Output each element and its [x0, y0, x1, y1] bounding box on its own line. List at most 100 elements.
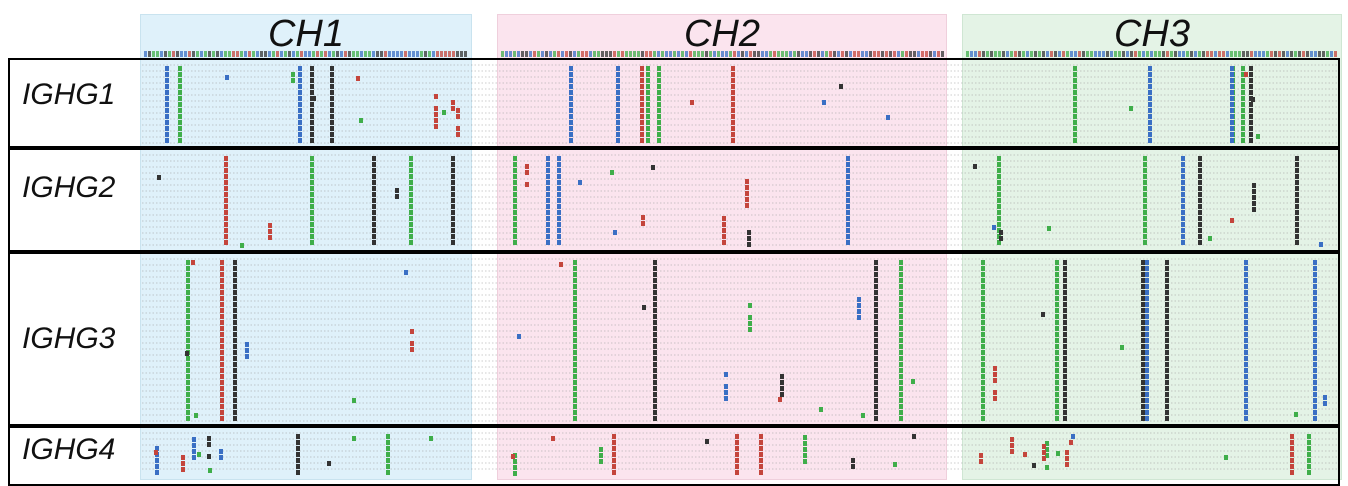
reference-base	[372, 51, 375, 57]
reference-base	[565, 51, 568, 57]
variant-cell	[573, 410, 577, 415]
reference-base	[909, 51, 912, 57]
variant-cell	[1249, 66, 1253, 71]
variant-cell	[1047, 226, 1051, 231]
variant-cell	[157, 175, 161, 180]
reference-base	[1202, 51, 1205, 57]
variant-cell	[899, 272, 903, 277]
variant-cell	[569, 102, 573, 107]
variant-cell	[981, 386, 985, 391]
variant-cell	[616, 96, 620, 101]
variant-cell	[1055, 350, 1059, 355]
reference-base	[364, 51, 367, 57]
variant-cell	[657, 120, 661, 125]
reference-base	[380, 51, 383, 57]
variant-cell	[525, 170, 529, 175]
variant-cell	[546, 222, 550, 227]
reference-base	[837, 51, 840, 57]
variant-cell	[857, 309, 861, 314]
reference-base	[513, 51, 516, 57]
variant-cell	[1143, 198, 1147, 203]
reference-base	[1258, 51, 1261, 57]
variant-cell	[372, 162, 376, 167]
variant-cell	[1181, 216, 1185, 221]
reference-base	[1178, 51, 1181, 57]
variant-cell	[1313, 386, 1317, 391]
reference-base	[1182, 51, 1185, 57]
variant-cell	[1249, 90, 1253, 95]
variant-cell	[1241, 66, 1245, 71]
reference-base	[1242, 51, 1245, 57]
variant-cell	[1141, 368, 1145, 373]
variant-cell	[1055, 302, 1059, 307]
variant-cell	[165, 108, 169, 113]
variant-cell	[874, 398, 878, 403]
variant-cell	[1198, 180, 1202, 185]
variant-cell	[233, 314, 237, 319]
variant-cell	[1241, 114, 1245, 119]
variant-cell	[1143, 210, 1147, 215]
variant-cell	[310, 156, 314, 161]
variant-cell	[1290, 458, 1294, 463]
variant-cell	[1313, 314, 1317, 319]
variant-cell	[1055, 338, 1059, 343]
variant-cell	[653, 350, 657, 355]
variant-cell	[386, 458, 390, 463]
variant-cell	[1295, 210, 1299, 215]
reference-base	[456, 51, 459, 57]
variant-cell	[899, 338, 903, 343]
variant-cell	[1042, 456, 1046, 461]
variant-cell	[225, 75, 229, 80]
region-title-ch3: CH3	[1113, 13, 1191, 55]
reference-base	[1266, 51, 1269, 57]
variant-cell	[546, 174, 550, 179]
variant-cell	[981, 290, 985, 295]
reference-base	[1262, 51, 1265, 57]
variant-cell	[1244, 386, 1248, 391]
variant-cell	[1241, 138, 1245, 143]
reference-base	[180, 51, 183, 57]
variant-cell	[1307, 470, 1311, 475]
variant-cell	[735, 470, 739, 475]
variant-cell	[899, 380, 903, 385]
variant-cell	[1143, 216, 1147, 221]
variant-cell	[178, 72, 182, 77]
variant-cell	[569, 126, 573, 131]
variant-cell	[220, 320, 224, 325]
variant-cell	[245, 354, 249, 359]
variant-cell	[759, 470, 763, 475]
variant-cell	[653, 260, 657, 265]
variant-cell	[513, 210, 517, 215]
variant-cell	[1141, 386, 1145, 391]
reference-base	[517, 51, 520, 57]
variant-cell	[1055, 326, 1059, 331]
reference-base	[212, 51, 215, 57]
reference-base	[689, 51, 692, 57]
variant-cell	[993, 396, 997, 401]
variant-cell	[653, 302, 657, 307]
variant-cell	[1148, 96, 1152, 101]
variant-cell	[434, 112, 438, 117]
reference-base	[978, 51, 981, 57]
reference-base	[1254, 51, 1257, 57]
variant-cell	[513, 465, 517, 470]
variant-cell	[874, 272, 878, 277]
variant-cell	[1307, 458, 1311, 463]
reference-base	[1230, 51, 1233, 57]
variant-cell	[546, 186, 550, 191]
variant-cell	[451, 222, 455, 227]
variant-cell	[410, 329, 414, 334]
variant-cell	[1295, 192, 1299, 197]
reference-base	[252, 51, 255, 57]
reference-base	[974, 51, 977, 57]
variant-cell	[1063, 266, 1067, 271]
reference-base	[1018, 51, 1021, 57]
variant-cell	[1141, 410, 1145, 415]
variant-cell	[573, 356, 577, 361]
variant-cell	[372, 240, 376, 245]
reference-base	[224, 51, 227, 57]
variant-cell	[1063, 278, 1067, 283]
variant-cell	[1145, 350, 1149, 355]
variant-cell	[846, 174, 850, 179]
variant-cell	[268, 235, 272, 240]
